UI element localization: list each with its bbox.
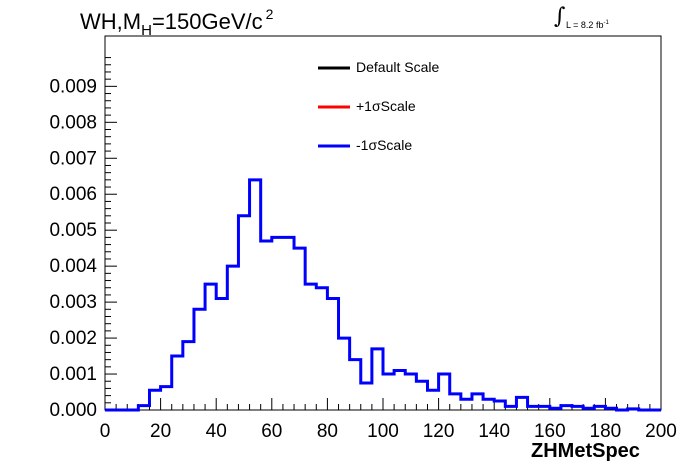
integral-icon: ∫ xyxy=(554,4,566,29)
x-tick-label: 120 xyxy=(423,421,455,442)
legend-label-plus1sigma: +1σScale xyxy=(356,98,416,114)
lumi-superscript: -1 xyxy=(603,20,609,26)
legend-label-minus1sigma: -1σScale xyxy=(356,137,413,153)
x-axis-label: ZHMetSpec xyxy=(531,440,640,462)
x-tick-label: 180 xyxy=(590,421,622,442)
y-tick-label: 0.007 xyxy=(49,148,97,169)
legend-label-default: Default Scale xyxy=(356,59,440,75)
x-tick-label: 80 xyxy=(317,421,338,442)
x-tick-label: 40 xyxy=(206,421,227,442)
x-axis: 0 20 40 60 80 100 120 140 160 180 200 xyxy=(100,398,677,442)
y-tick-label: 0.004 xyxy=(49,256,97,277)
y-tick-label: 0.000 xyxy=(49,400,97,421)
series-layer xyxy=(105,178,661,412)
y-tick-label: 0.001 xyxy=(49,364,97,385)
series-line xyxy=(105,178,661,412)
y-tick-label: 0.009 xyxy=(49,76,97,97)
title-superscript: 2 xyxy=(265,6,274,22)
x-tick-label: 60 xyxy=(261,421,282,442)
chart-title: WH,MH=150GeV/c 2 xyxy=(80,6,273,39)
x-tick-label: 20 xyxy=(150,421,171,442)
y-tick-label: 0.005 xyxy=(49,220,97,241)
y-tick-label: 0.008 xyxy=(49,112,97,133)
title-rest: =150GeV/c xyxy=(151,9,263,34)
title-subscript: H xyxy=(141,22,152,39)
x-tick-label: 200 xyxy=(645,421,677,442)
y-axis: 0.000 0.001 0.002 0.003 0.004 0.005 0.006 0.007… xyxy=(49,57,117,421)
y-tick-label: 0.003 xyxy=(49,292,97,313)
x-tick-label: 140 xyxy=(478,421,510,442)
x-tick-label: 100 xyxy=(367,421,399,442)
legend xyxy=(318,66,350,148)
y-tick-label: 0.006 xyxy=(49,184,97,205)
x-tick-label: 0 xyxy=(100,421,111,442)
y-tick-label: 0.002 xyxy=(49,328,97,349)
title-main: WH,M xyxy=(80,9,142,34)
lumi-text: L = 8.2 fb xyxy=(566,20,604,30)
x-tick-label: 160 xyxy=(534,421,566,442)
